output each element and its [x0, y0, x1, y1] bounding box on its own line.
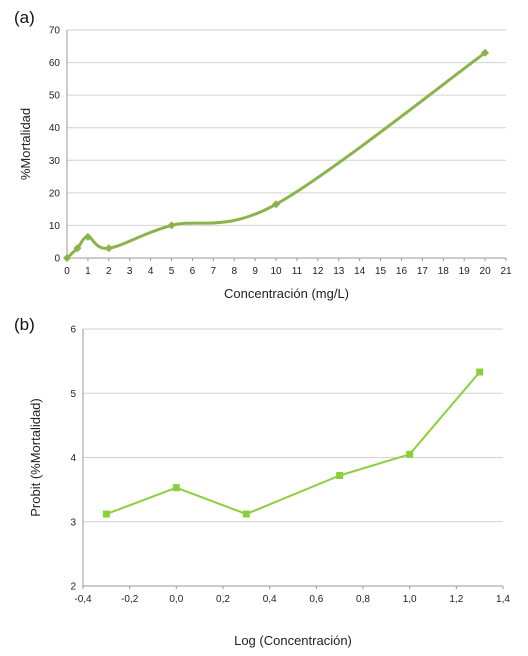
y-tick-label: 20 [49, 188, 61, 199]
x-tick-label: 0,8 [356, 594, 370, 605]
y-tick-label: 40 [49, 123, 61, 134]
data-point [476, 368, 484, 376]
y-tick-label: 6 [70, 325, 76, 336]
x-tick-label: 16 [396, 266, 408, 277]
data-point [272, 200, 281, 209]
data-point [172, 484, 180, 492]
x-tick-label: 1,2 [449, 594, 463, 605]
y-tick-label: 2 [70, 582, 76, 593]
data-point [167, 221, 176, 230]
x-axis-title: Log (Concentración) [234, 633, 352, 648]
data-point [83, 232, 92, 241]
data-point [73, 244, 82, 253]
x-tick-label: 0 [64, 266, 70, 277]
data-point [104, 244, 113, 253]
x-tick-label: 11 [292, 266, 303, 277]
x-tick-label: 20 [480, 266, 492, 277]
x-tick-label: 18 [438, 266, 450, 277]
y-tick-label: 50 [49, 91, 61, 102]
y-tick-label: 30 [49, 156, 61, 167]
data-point [336, 471, 344, 479]
x-tick-label: 3 [127, 266, 133, 277]
y-tick-label: 4 [70, 453, 76, 464]
panel-label-b: (b) [14, 315, 35, 334]
x-tick-label: 15 [375, 266, 387, 277]
data-point [406, 450, 414, 458]
x-tick-label: 19 [459, 266, 471, 277]
panel-label-a: (a) [14, 8, 35, 27]
x-tick-label: 4 [148, 266, 154, 277]
y-tick-label: 60 [49, 58, 61, 69]
x-tick-label: 17 [417, 266, 429, 277]
x-tick-label: 6 [190, 266, 196, 277]
chart-b: 2 3 4 5 6 -0,4 -0,2 0,0 0,2 0,4 0,6 0,8 1,0 1,2 1,4 Log… [28, 325, 510, 649]
y-axis-title: Probit (%Mortalidad) [28, 398, 43, 517]
x-tick-label: 8 [231, 266, 237, 277]
data-point [481, 48, 490, 57]
x-tick-label: -0,4 [74, 594, 92, 605]
y-tick-label: 3 [70, 517, 76, 528]
x-tick-label: 13 [333, 266, 345, 277]
x-tick-label: 5 [169, 266, 175, 277]
series-line [65, 51, 486, 260]
x-tick-label: -0,2 [121, 594, 139, 605]
x-tick-label: 14 [354, 266, 366, 277]
x-tick-label: 10 [270, 266, 282, 277]
x-tick-label: 0,4 [263, 594, 277, 605]
y-tick-label: 0 [54, 254, 60, 265]
y-axis-title: %Mortalidad [18, 108, 33, 180]
x-tick-label: 7 [211, 266, 217, 277]
x-tick-label: 0,6 [309, 594, 323, 605]
x-tick-label: 21 [500, 266, 512, 277]
y-tick-label: 10 [49, 221, 61, 232]
y-tick-label: 5 [70, 389, 76, 400]
x-tick-label: 0,0 [169, 594, 183, 605]
x-axis-title: Concentración (mg/L) [224, 286, 349, 301]
x-tick-label: 12 [312, 266, 324, 277]
x-tick-label: 2 [106, 266, 112, 277]
x-tick-label: 9 [252, 266, 258, 277]
data-point [242, 510, 250, 518]
x-tick-label: 1,4 [496, 594, 510, 605]
data-point [102, 510, 110, 518]
data-point [63, 254, 71, 262]
x-tick-label: 1 [85, 266, 91, 277]
x-tick-label: 0,2 [216, 594, 230, 605]
x-tick-label: 1,0 [403, 594, 417, 605]
series-line [105, 371, 481, 516]
y-tick-label: 70 [49, 26, 61, 37]
